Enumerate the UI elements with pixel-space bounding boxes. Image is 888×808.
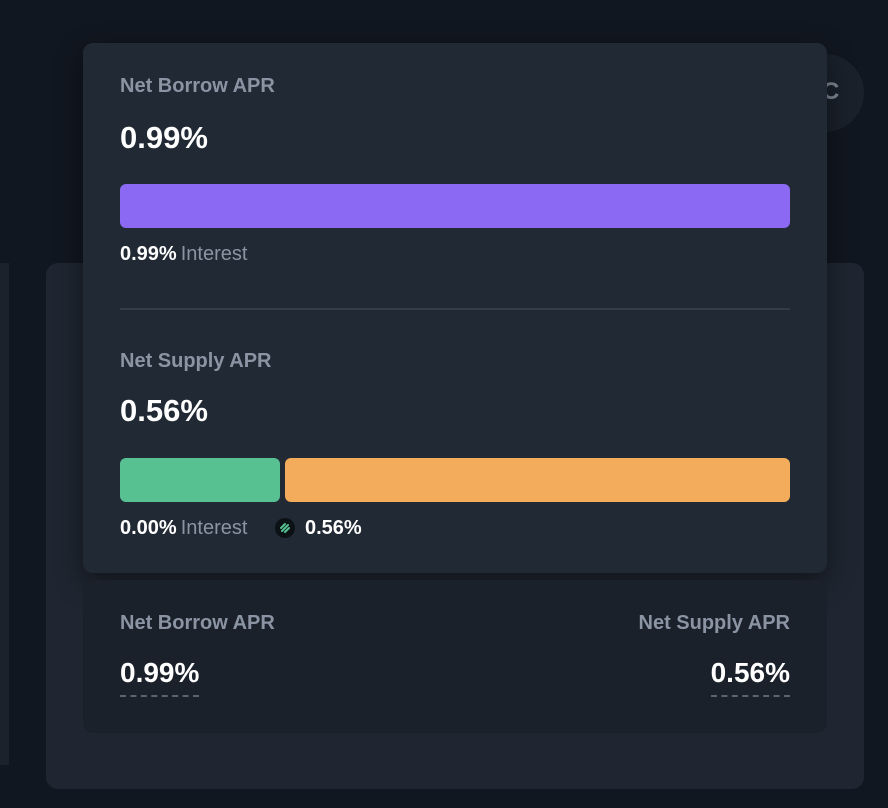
summary-supply-label: Net Supply APR: [638, 612, 791, 634]
supply-reward-value: 0.56%: [304, 517, 362, 539]
apr-summary-card: Net Borrow APR 0.99% Net Supply APR 0.56…: [83, 580, 827, 733]
supply-interest-legend: 0.00% Interest: [120, 516, 247, 540]
supply-interest-text: Interest: [180, 517, 248, 539]
borrow-apr-bar: [120, 184, 790, 228]
supply-legend: 0.00% Interest 0.56%: [120, 516, 362, 540]
apr-breakdown-tooltip: Net Borrow APR 0.99% 0.99% Interest Net …: [83, 43, 827, 573]
background-left-panel: [0, 263, 9, 765]
summary-supply: Net Supply APR 0.56%: [638, 611, 791, 697]
net-borrow-apr-label: Net Borrow APR: [120, 75, 275, 97]
net-supply-apr-label: Net Supply APR: [120, 350, 272, 372]
borrow-interest-legend: 0.99% Interest: [120, 242, 247, 266]
supply-reward-bar-segment: [285, 458, 790, 502]
summary-supply-value[interactable]: 0.56%: [710, 657, 790, 697]
summary-borrow-label: Net Borrow APR: [120, 612, 275, 634]
summary-borrow-value[interactable]: 0.99%: [120, 657, 200, 697]
supply-interest-bar-segment: [120, 458, 280, 502]
supply-reward-legend: 0.56%: [274, 516, 362, 540]
net-borrow-apr-value: 0.99%: [120, 120, 208, 155]
net-supply-apr-value: 0.56%: [120, 393, 208, 428]
section-divider: [120, 308, 790, 310]
supply-interest-value: 0.00%: [120, 517, 177, 539]
reward-token-icon: [274, 518, 295, 538]
borrow-legend: 0.99% Interest: [120, 242, 247, 266]
borrow-interest-text: Interest: [180, 243, 248, 265]
borrow-interest-value: 0.99%: [120, 243, 177, 265]
summary-borrow: Net Borrow APR 0.99%: [120, 611, 275, 697]
